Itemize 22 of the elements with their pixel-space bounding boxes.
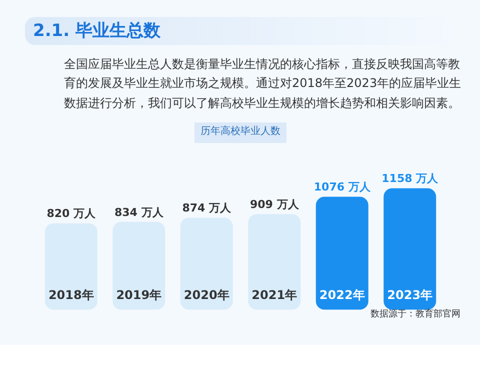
data-label: 909 万人 — [250, 198, 300, 211]
x-tick-label: 2018年 — [48, 288, 94, 302]
x-tick-label: 2023年 — [387, 288, 433, 302]
x-tick-label: 2022年 — [319, 288, 365, 302]
bar — [248, 214, 301, 310]
bar — [44, 223, 98, 310]
bar — [180, 218, 233, 310]
bar — [112, 222, 166, 310]
chart-title: 2.1. 毕业生总数 — [33, 20, 160, 43]
x-tick-label: 2020年 — [184, 288, 230, 302]
text: 数据源于：教育部官网 — [370, 308, 460, 320]
text: 历年高校毕业人数 — [200, 124, 280, 137]
chart-subtitle: 全国应届毕业生总人数是衡量毕业生情况的核心指标，直接反映我国高等教育的发展及毕业生就业市场之规模。通过对2018年至2023年的应届毕业生数据进行分析，我们可以了解高校毕业生规模的增长趋势和相关影响因素。 — [64, 56, 462, 112]
data-label: 1158 万人 — [382, 172, 440, 185]
data-label: 1076 万人 — [314, 180, 372, 194]
x-tick-label: 2019年 — [116, 288, 162, 302]
bar — [384, 188, 436, 310]
data-label: 820 万人 — [46, 207, 97, 220]
data-label: 874 万人 — [182, 201, 232, 214]
bar — [316, 196, 368, 310]
data-label: 834 万人 — [114, 206, 164, 219]
x-tick-label: 2021年 — [252, 288, 298, 302]
